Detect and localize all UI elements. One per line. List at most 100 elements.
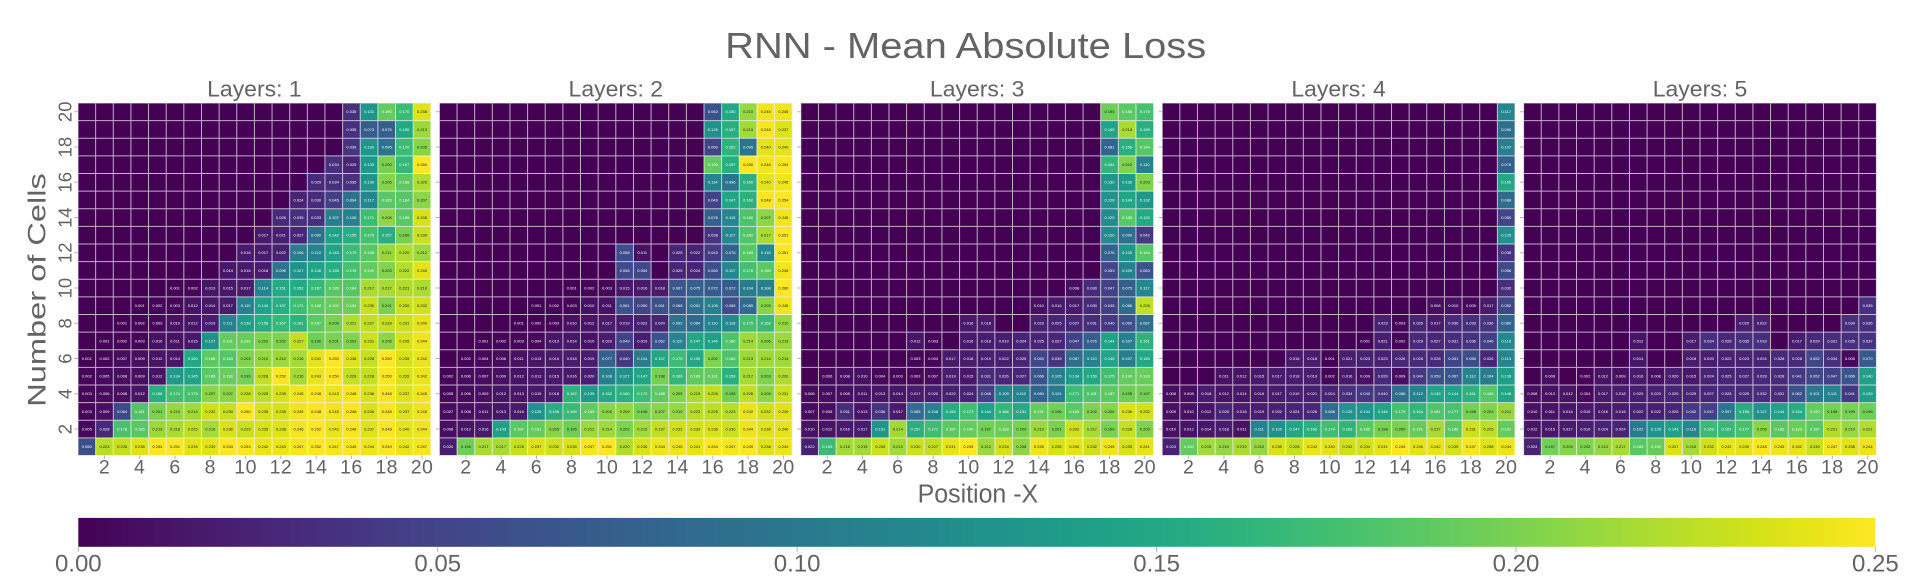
- svg-text:0.243: 0.243: [276, 444, 287, 449]
- svg-text:0.085: 0.085: [910, 409, 921, 414]
- svg-text:0.012: 0.012: [1184, 427, 1195, 432]
- svg-text:0.018: 0.018: [549, 391, 560, 396]
- svg-text:0.072: 0.072: [725, 286, 736, 291]
- svg-text:0.108: 0.108: [602, 374, 613, 379]
- svg-text:0.243: 0.243: [311, 374, 322, 379]
- svg-text:8: 8: [1289, 457, 1300, 479]
- svg-text:0.238: 0.238: [417, 109, 428, 114]
- svg-text:0.185: 0.185: [1360, 427, 1371, 432]
- svg-text:0.127: 0.127: [293, 268, 304, 273]
- svg-text:0.022: 0.022: [1651, 409, 1662, 414]
- svg-text:0.146: 0.146: [1378, 409, 1389, 414]
- svg-text:0.232: 0.232: [1087, 444, 1098, 449]
- svg-text:0.175: 0.175: [1104, 374, 1115, 379]
- svg-text:0.144: 0.144: [1104, 338, 1115, 343]
- svg-text:0.235: 0.235: [276, 409, 287, 414]
- svg-text:0.024: 0.024: [1289, 409, 1300, 414]
- svg-text:0.188: 0.188: [655, 391, 666, 396]
- svg-text:0.014: 0.014: [893, 391, 904, 396]
- svg-text:0.225: 0.225: [708, 409, 719, 414]
- svg-text:0.20: 0.20: [1493, 551, 1540, 578]
- svg-text:0.107: 0.107: [1501, 145, 1512, 150]
- svg-text:0.215: 0.215: [893, 444, 904, 449]
- svg-text:0.110: 0.110: [311, 250, 321, 255]
- svg-text:0.171: 0.171: [1069, 391, 1080, 396]
- svg-text:0.003: 0.003: [152, 321, 163, 326]
- svg-text:0.036: 0.036: [1483, 321, 1494, 326]
- svg-text:0.196: 0.196: [311, 338, 322, 343]
- svg-text:0.240: 0.240: [778, 145, 789, 150]
- svg-text:0.150: 0.150: [399, 127, 410, 132]
- svg-text:2: 2: [55, 424, 76, 434]
- svg-text:0.232: 0.232: [1140, 409, 1151, 414]
- svg-text:0.012: 0.012: [135, 391, 146, 396]
- svg-text:14: 14: [1028, 457, 1051, 479]
- svg-text:0.244: 0.244: [1501, 444, 1512, 449]
- svg-text:0.226: 0.226: [708, 391, 719, 396]
- svg-text:0.117: 0.117: [1501, 109, 1511, 114]
- svg-text:0.022: 0.022: [946, 391, 957, 396]
- svg-text:0.048: 0.048: [981, 391, 992, 396]
- svg-text:0.186: 0.186: [205, 374, 216, 379]
- svg-text:0.013: 0.013: [875, 391, 886, 396]
- svg-text:0.198: 0.198: [655, 374, 666, 379]
- svg-text:0.200: 0.200: [399, 233, 410, 238]
- svg-text:0.017: 0.017: [241, 286, 252, 291]
- svg-text:0.076: 0.076: [1104, 250, 1115, 255]
- svg-text:0.134: 0.134: [1069, 374, 1080, 379]
- svg-text:0.101: 0.101: [1810, 391, 1821, 396]
- svg-text:18: 18: [55, 137, 76, 158]
- svg-text:0.185: 0.185: [1633, 444, 1644, 449]
- svg-text:0.024: 0.024: [963, 391, 974, 396]
- svg-text:6: 6: [1615, 457, 1626, 479]
- svg-text:0.203: 0.203: [1140, 180, 1151, 185]
- svg-text:0.245: 0.245: [293, 391, 304, 396]
- svg-text:0.061: 0.061: [655, 303, 666, 308]
- svg-text:0.073: 0.073: [364, 127, 375, 132]
- svg-text:0.192: 0.192: [329, 303, 340, 308]
- svg-text:0.205: 0.205: [1563, 444, 1574, 449]
- svg-text:0.145: 0.145: [1431, 391, 1442, 396]
- svg-text:0.157: 0.157: [725, 127, 736, 132]
- svg-text:0.232: 0.232: [1069, 427, 1080, 432]
- svg-text:0.040: 0.040: [620, 356, 631, 361]
- svg-text:0.019: 0.019: [1580, 427, 1591, 432]
- svg-text:0.004: 0.004: [1580, 391, 1591, 396]
- svg-text:0.152: 0.152: [293, 286, 304, 291]
- svg-text:0.191: 0.191: [1501, 427, 1512, 432]
- svg-text:8: 8: [55, 318, 76, 328]
- svg-text:0.228: 0.228: [346, 374, 357, 379]
- svg-text:0.018: 0.018: [963, 356, 974, 361]
- svg-text:0.066: 0.066: [1034, 374, 1045, 379]
- svg-text:0.212: 0.212: [276, 356, 287, 361]
- svg-text:14: 14: [305, 457, 328, 479]
- svg-text:0.021: 0.021: [1378, 338, 1389, 343]
- svg-text:0.235: 0.235: [1272, 444, 1283, 449]
- svg-text:12: 12: [270, 457, 293, 479]
- svg-text:0.210: 0.210: [170, 409, 181, 414]
- svg-text:0.236: 0.236: [1122, 409, 1133, 414]
- svg-text:0.185: 0.185: [1774, 427, 1785, 432]
- svg-text:0.009: 0.009: [135, 356, 146, 361]
- svg-text:0.201: 0.201: [329, 338, 340, 343]
- svg-text:0.037: 0.037: [1863, 338, 1874, 343]
- svg-text:0.138: 0.138: [241, 321, 252, 326]
- svg-text:0.199: 0.199: [1104, 427, 1115, 432]
- svg-text:0.244: 0.244: [778, 444, 789, 449]
- svg-text:0.001: 0.001: [170, 286, 181, 291]
- svg-text:0.019: 0.019: [584, 356, 595, 361]
- svg-text:0.175: 0.175: [1395, 409, 1406, 414]
- svg-text:0.150: 0.150: [725, 109, 736, 114]
- svg-text:0.175: 0.175: [743, 321, 754, 326]
- svg-text:0.054: 0.054: [117, 409, 128, 414]
- svg-text:0.013: 0.013: [549, 338, 560, 343]
- svg-text:0.238: 0.238: [761, 444, 772, 449]
- svg-text:0.239: 0.239: [778, 409, 789, 414]
- svg-text:0.235: 0.235: [399, 356, 410, 361]
- svg-text:0.211: 0.211: [1501, 409, 1511, 414]
- svg-text:Position -X: Position -X: [918, 481, 1039, 509]
- svg-text:0.245: 0.245: [417, 391, 428, 396]
- svg-text:0.140: 0.140: [708, 338, 719, 343]
- svg-text:0.235: 0.235: [276, 391, 287, 396]
- svg-text:0.232: 0.232: [417, 303, 428, 308]
